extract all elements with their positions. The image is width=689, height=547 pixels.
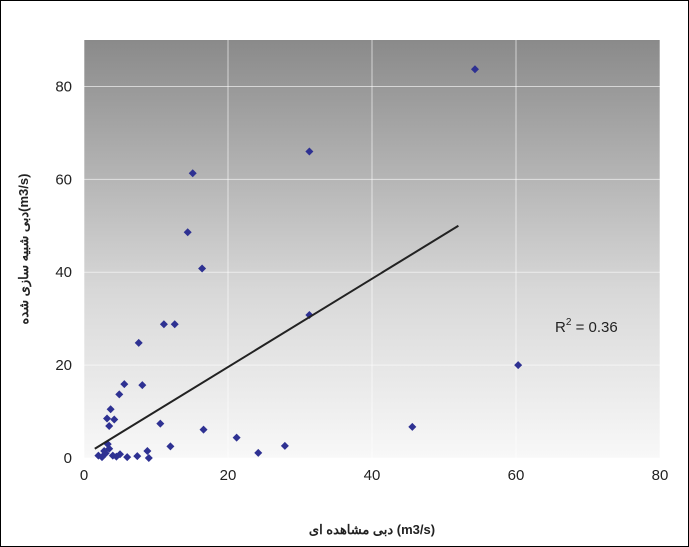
point: [138, 381, 147, 390]
y-tick-label: 60: [55, 171, 72, 188]
point: [514, 361, 523, 370]
point: [280, 441, 289, 450]
x-tick-label: 20: [220, 467, 237, 484]
x-tick-label: 60: [508, 467, 525, 484]
x-axis-label: دبی مشاهده ای (m3/s): [309, 522, 435, 537]
point: [232, 433, 241, 442]
point: [166, 442, 175, 451]
annotation: R2 = 0.36: [555, 317, 618, 336]
point: [100, 447, 109, 456]
point: [183, 228, 192, 237]
point: [470, 65, 479, 74]
point: [133, 452, 142, 461]
point: [106, 405, 115, 414]
x-tick-label: 0: [80, 467, 88, 484]
point: [143, 447, 152, 456]
y-tick-label: 20: [55, 357, 72, 374]
annotation-base: R: [555, 319, 566, 336]
x-tick-label: 80: [652, 467, 669, 484]
point: [116, 450, 124, 459]
point: [120, 380, 129, 389]
point: [254, 448, 263, 457]
point: [159, 320, 168, 329]
point: [188, 169, 197, 178]
y-tick-label: 0: [64, 450, 72, 467]
point: [103, 414, 112, 423]
y-tick-label: 40: [55, 264, 72, 281]
point: [305, 147, 314, 156]
point: [199, 425, 208, 434]
x-tick-label: 40: [364, 467, 381, 484]
trendline: [94, 224, 459, 450]
point: [110, 415, 119, 424]
point: [123, 453, 132, 462]
annotation-rest: = 0.36: [571, 319, 617, 336]
point: [105, 421, 114, 430]
point: [144, 454, 153, 462]
point: [134, 338, 143, 347]
y-axis-label: دبی شبیه سازی شده(m3/s): [16, 174, 32, 325]
point: [198, 264, 207, 273]
point: [156, 419, 165, 428]
point: [170, 320, 179, 329]
point: [115, 390, 124, 399]
y-tick-label: 80: [55, 78, 72, 95]
point: [408, 422, 417, 431]
annotation-sup: 2: [566, 317, 572, 328]
